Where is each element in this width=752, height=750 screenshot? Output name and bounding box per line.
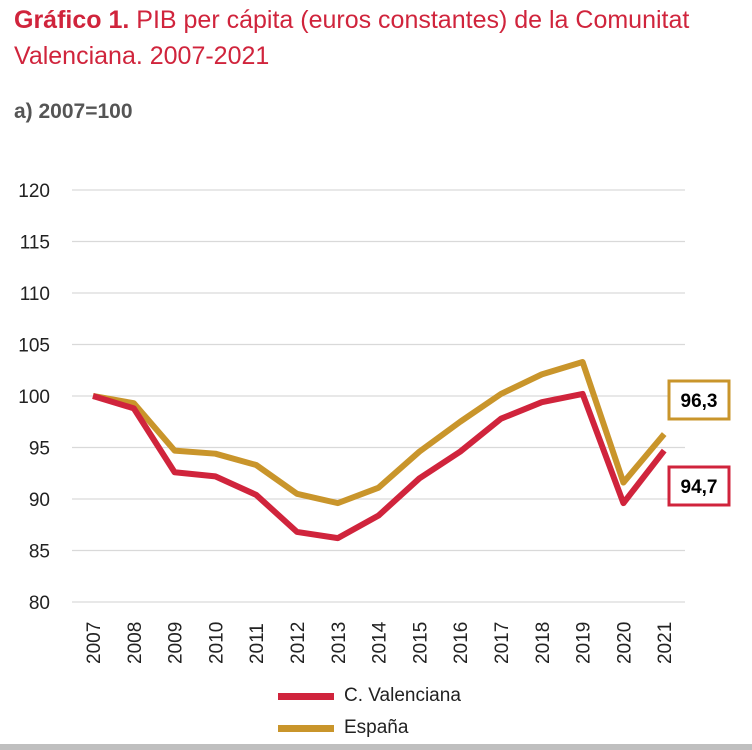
x-tick-label-2017: 2017 bbox=[492, 622, 513, 664]
chart-subtitle: a) 2007=100 bbox=[14, 100, 133, 123]
x-tick-label-2018: 2018 bbox=[533, 622, 554, 664]
y-tick-label-110: 110 bbox=[20, 284, 50, 305]
legend-item-espana: España bbox=[278, 712, 461, 744]
x-tick-label-2020: 2020 bbox=[614, 622, 635, 664]
x-tick-label-2014: 2014 bbox=[370, 621, 391, 664]
series-line-valenciana bbox=[92, 390, 667, 542]
x-tick-label-2007: 2007 bbox=[84, 622, 105, 664]
end-label-box-valenciana bbox=[667, 465, 731, 507]
y-tick-label-115: 115 bbox=[20, 233, 50, 254]
x-tick-label-2008: 2008 bbox=[125, 622, 146, 664]
x-tick-label-2013: 2013 bbox=[329, 622, 350, 664]
bottom-divider bbox=[0, 744, 752, 750]
y-tick-label-80: 80 bbox=[29, 593, 50, 614]
legend-swatch-valenciana bbox=[278, 692, 334, 700]
y-tick-label-105: 105 bbox=[18, 336, 50, 357]
y-tick-label-120: 120 bbox=[18, 181, 50, 202]
x-tick-label-2021: 2021 bbox=[655, 622, 676, 664]
y-tick-label-95: 95 bbox=[29, 439, 50, 460]
x-tick-label-2009: 2009 bbox=[166, 622, 187, 664]
legend-swatch-espana bbox=[278, 724, 334, 732]
end-label-valenciana: 94,7 bbox=[681, 477, 718, 498]
series-line-espana bbox=[92, 359, 667, 507]
chart-title-text: PIB per cápita (euros constantes) de la … bbox=[14, 6, 690, 70]
y-tick-label-90: 90 bbox=[29, 490, 50, 511]
x-tick-label-2012: 2012 bbox=[288, 622, 309, 664]
legend-label-valenciana: C. Valenciana bbox=[344, 685, 461, 706]
x-tick-label-2010: 2010 bbox=[206, 622, 227, 664]
x-tick-label-2015: 2015 bbox=[410, 622, 431, 664]
end-label-espana: 96,3 bbox=[681, 391, 718, 412]
chart-title: Gráfico 1. PIB per cápita (euros constan… bbox=[14, 2, 734, 74]
legend-item-valenciana: C. Valenciana bbox=[278, 680, 461, 712]
x-tick-label-2019: 2019 bbox=[574, 622, 595, 664]
legend: C. Valenciana España bbox=[278, 680, 461, 744]
legend-label-espana: España bbox=[344, 717, 409, 738]
end-label-box-espana bbox=[667, 379, 731, 421]
x-tick-label-2011: 2011 bbox=[247, 623, 268, 664]
y-tick-label-100: 100 bbox=[18, 387, 50, 408]
chart-title-number: Gráfico 1. bbox=[14, 6, 130, 34]
y-tick-label-85: 85 bbox=[29, 542, 50, 563]
x-tick-label-2016: 2016 bbox=[451, 622, 472, 664]
